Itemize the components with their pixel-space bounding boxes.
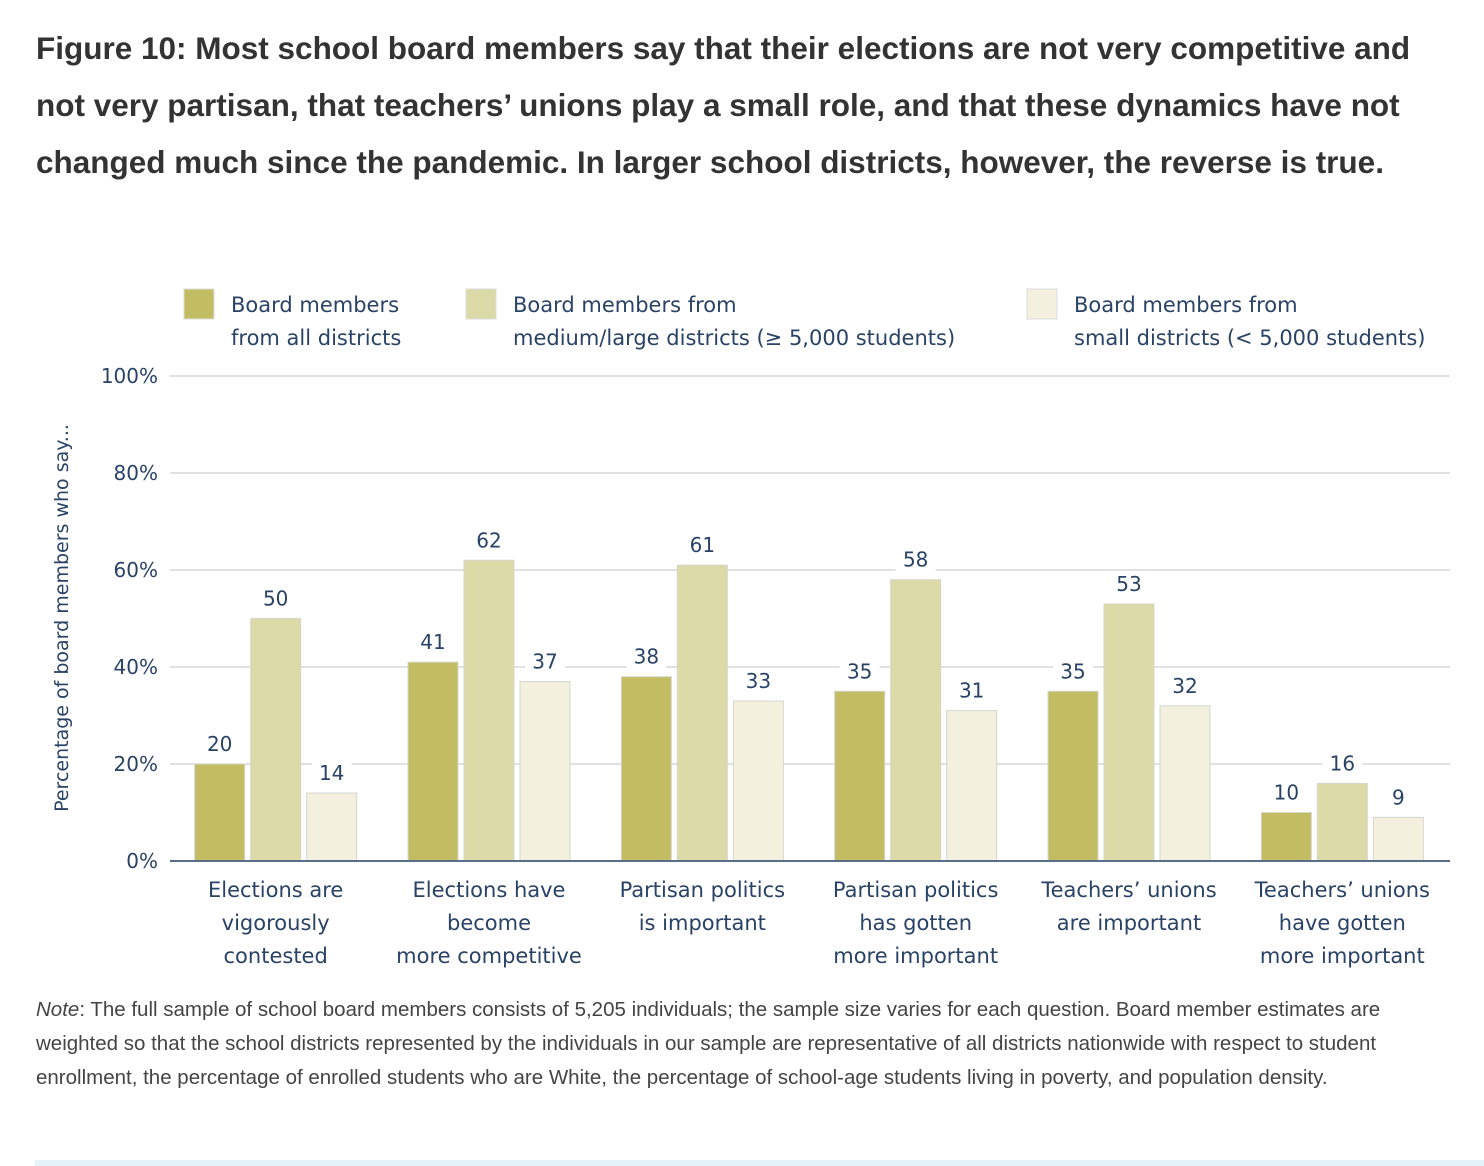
legend-label: small districts (< 5,000 students) <box>1074 326 1425 350</box>
bar-chart: Board members from all districts Board mem… <box>51 288 1450 968</box>
data-label-background <box>839 658 880 685</box>
data-label: 32 <box>1172 674 1197 698</box>
data-label-background <box>1378 784 1419 811</box>
y-tick-label: 80% <box>114 461 158 485</box>
data-label: 35 <box>1060 659 1085 683</box>
category-label: vigorously <box>222 911 330 935</box>
legend-label: Board members from <box>513 293 737 317</box>
figure-title: Figure 10: Most school board members say… <box>36 30 1411 180</box>
data-label-background <box>895 546 936 573</box>
bar <box>1159 705 1211 862</box>
category-label: Partisan politics <box>833 878 999 902</box>
bar <box>1103 603 1155 862</box>
legend-swatch <box>183 288 215 320</box>
bar <box>620 676 672 862</box>
bar <box>1260 812 1312 862</box>
category-label: is important <box>639 911 766 935</box>
data-label: 10 <box>1274 781 1299 805</box>
bar <box>946 710 998 862</box>
category-label: Teachers’ unions <box>1040 878 1216 902</box>
data-label: 50 <box>263 587 288 611</box>
category-label: more important <box>1260 944 1425 968</box>
data-label: 37 <box>532 650 557 674</box>
category-labels: Elections are vigorously contested Election… <box>208 878 1430 968</box>
data-labels: 20 50 14 41 62 37 38 61 33 35 58 31 35 53 32 10 16 9 <box>199 527 1419 811</box>
note: Note: The full sample of school board me… <box>36 993 1456 1095</box>
bar <box>250 618 302 862</box>
data-label: 33 <box>746 669 771 693</box>
bar <box>463 559 515 862</box>
category-label: become <box>447 911 531 935</box>
gridlines <box>170 375 1450 765</box>
legend-label: medium/large districts (≥ 5,000 students… <box>513 326 955 350</box>
data-label-background <box>525 648 565 675</box>
category-label: are important <box>1057 911 1201 935</box>
data-label-background <box>951 677 992 704</box>
category-label: have gotten <box>1279 911 1406 935</box>
bar <box>834 690 886 862</box>
data-label-background <box>1322 750 1363 777</box>
legend-label: from all districts <box>231 326 401 350</box>
data-label-background <box>1053 658 1093 685</box>
data-label-background <box>738 667 779 694</box>
data-label-background <box>1109 570 1149 597</box>
note-text: : The full sample of school board member… <box>36 998 1381 1089</box>
bar <box>676 564 728 862</box>
legend-label: Board members from <box>1074 293 1298 317</box>
data-label-background <box>311 760 352 787</box>
y-tick-label: 0% <box>126 849 158 873</box>
data-label: 62 <box>476 528 501 552</box>
bar <box>519 681 571 862</box>
y-tick-label: 40% <box>114 655 158 679</box>
bar <box>194 763 246 862</box>
data-label-background <box>1266 779 1307 806</box>
data-label: 35 <box>847 659 872 683</box>
bar <box>732 700 784 862</box>
data-label-background <box>199 731 240 757</box>
data-label-background <box>413 629 453 656</box>
data-label: 38 <box>634 645 659 669</box>
category-label: Partisan politics <box>620 878 786 902</box>
bar <box>407 661 459 862</box>
category-label: has gotten <box>859 911 972 935</box>
data-label: 20 <box>207 732 232 756</box>
bar <box>1316 782 1368 862</box>
bar <box>1047 690 1099 862</box>
legend-label: Board members <box>231 293 399 317</box>
y-tick-label: 20% <box>114 752 158 776</box>
legend: Board members from all districts Board mem… <box>183 288 1425 350</box>
data-label-background <box>255 585 296 612</box>
category-label: Elections are <box>208 878 343 902</box>
bottom-band <box>35 1160 1484 1166</box>
data-label: 61 <box>690 533 715 557</box>
y-axis-title: Percentage of board members who say... <box>51 424 73 812</box>
category-label: more important <box>833 944 998 968</box>
data-label-background <box>682 532 723 559</box>
data-label: 14 <box>319 761 344 785</box>
data-label: 9 <box>1392 785 1405 809</box>
data-label-background <box>1165 672 1205 699</box>
bar <box>1372 816 1424 862</box>
category-label: contested <box>224 944 328 968</box>
bar <box>890 579 942 862</box>
data-label: 58 <box>903 548 928 572</box>
legend-swatch <box>465 288 497 320</box>
bar <box>306 792 358 862</box>
data-label: 31 <box>959 679 984 703</box>
data-label-background <box>469 527 509 554</box>
bars <box>194 559 1424 862</box>
y-axis-ticks: 0% 20% 40% 60% 80% 100% <box>101 364 158 873</box>
y-tick-label: 60% <box>114 558 158 582</box>
note-label: Note <box>36 998 80 1021</box>
data-label: 16 <box>1330 751 1355 775</box>
category-label: Teachers’ unions <box>1254 878 1430 902</box>
legend-swatch <box>1026 288 1058 320</box>
category-label: Elections have <box>413 878 566 902</box>
data-label-background <box>626 643 667 670</box>
data-label: 53 <box>1116 572 1141 596</box>
data-label: 41 <box>420 630 445 654</box>
category-label: more competitive <box>396 944 582 968</box>
y-tick-label: 100% <box>101 364 158 388</box>
